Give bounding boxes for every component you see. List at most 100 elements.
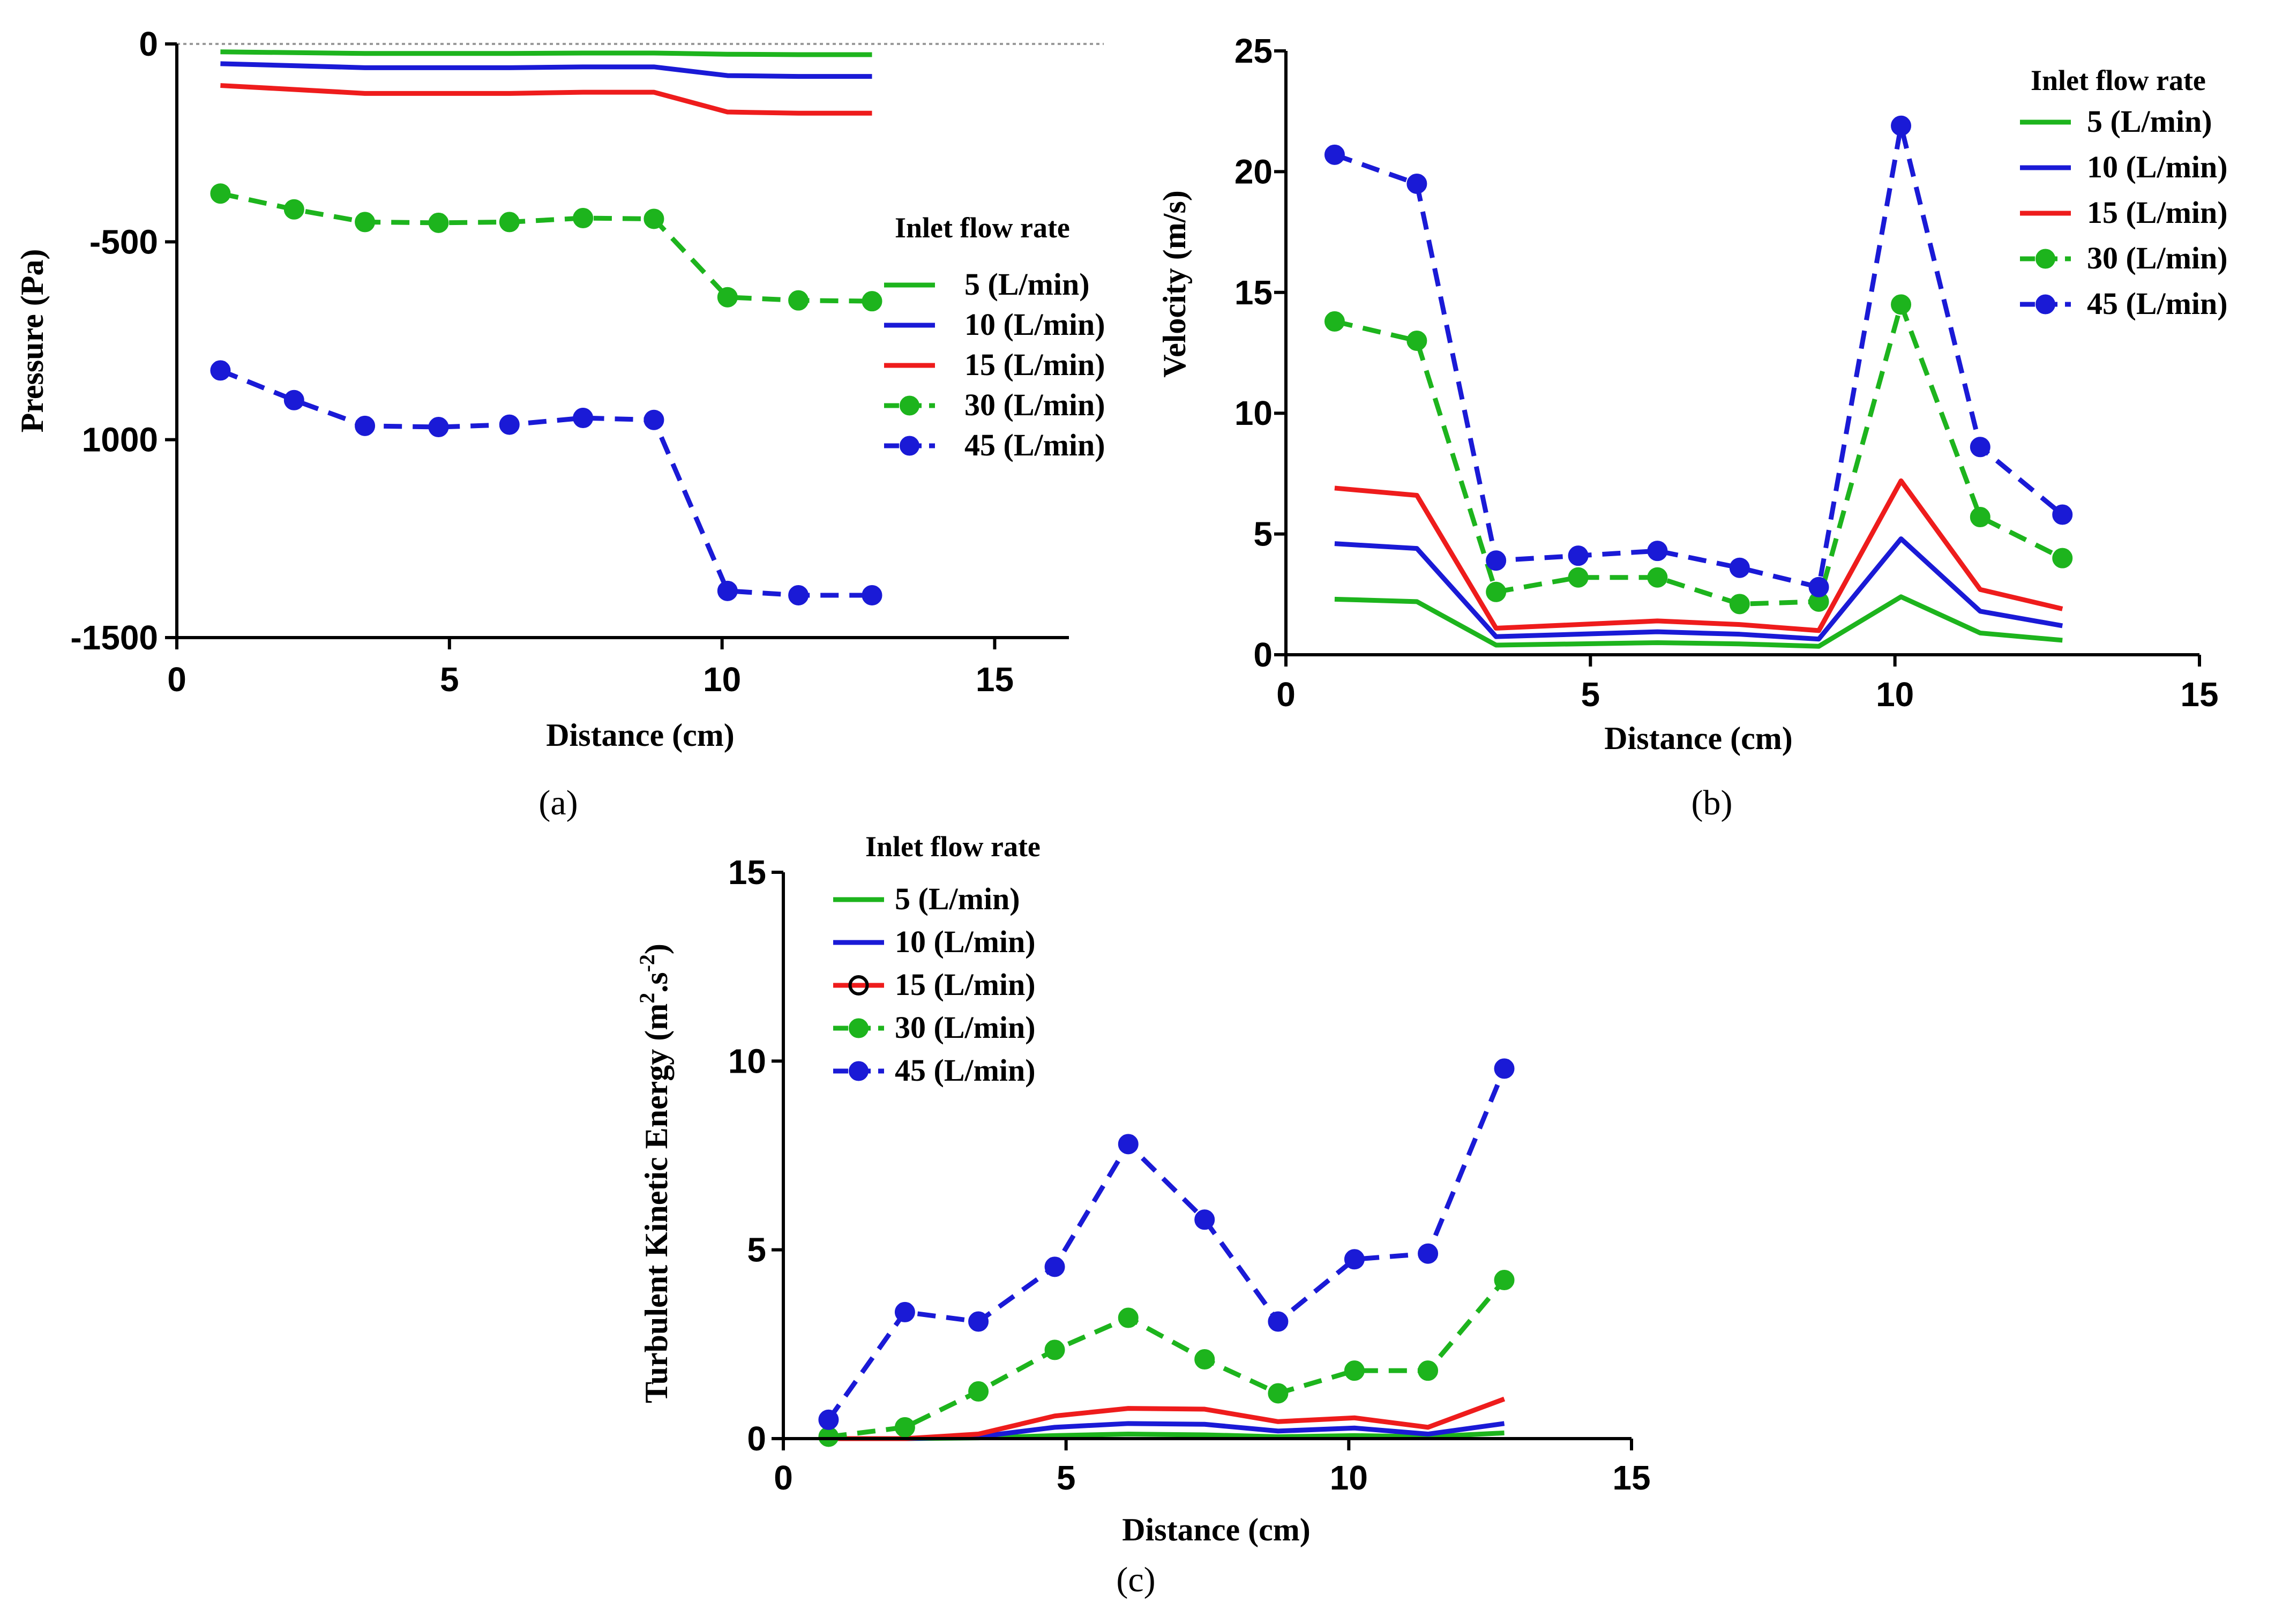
y-tick-label: 10 — [1234, 394, 1273, 432]
data-point-30 — [643, 208, 664, 229]
y-axis-title: Turbulent Kinetic Energy (m2.s-2) — [635, 944, 674, 1403]
series-group — [1324, 115, 2073, 649]
series-group — [210, 49, 882, 605]
legend-title: Inlet flow rate — [2031, 64, 2206, 96]
y-tick-label: 25 — [1234, 32, 1273, 70]
tick-group: 0 5 10 15 0 5 10 15 — [728, 853, 1651, 1497]
data-point-30 — [2052, 548, 2073, 568]
data-point-30 — [1344, 1360, 1365, 1381]
y-tick-label: 15 — [1234, 273, 1273, 312]
data-point-45 — [717, 580, 738, 601]
y-tick-label: 0 — [1253, 635, 1273, 674]
series-line-5 — [220, 49, 872, 57]
x-tick-label: 0 — [1276, 675, 1296, 714]
data-point-45 — [1647, 541, 1668, 562]
data-point-45 — [1324, 144, 1345, 165]
x-tick-label: 10 — [703, 660, 741, 699]
x-tick-label: 5 — [1581, 675, 1600, 714]
data-point-45 — [355, 415, 376, 436]
legend: Inlet flow rate 5 (L/min) 10 (L/min) 15 (L… — [2020, 64, 2228, 321]
data-point-45 — [1729, 557, 1750, 578]
y-tick-label: 1000 — [82, 421, 158, 459]
series-line-15 — [1334, 478, 2063, 633]
legend-label-5: 5 (L/min) — [2087, 104, 2212, 139]
y-axis-title-sup: 2 — [635, 993, 659, 1004]
data-point-30 — [428, 212, 449, 233]
x-tick-label: 15 — [976, 660, 1014, 699]
x-axis-title: Distance (cm) — [1122, 1512, 1311, 1547]
data-point-30 — [1568, 567, 1589, 588]
series-line-45 — [1334, 123, 2064, 590]
panel-caption: (a) — [538, 783, 578, 822]
data-point-45 — [1406, 173, 1427, 194]
data-point-30 — [788, 290, 809, 311]
y-axis-title-main: Turbulent Kinetic Energy (m — [639, 1004, 674, 1403]
legend-label-5: 5 (L/min) — [964, 267, 1090, 302]
series-line-45 — [219, 368, 872, 598]
y-tick-label: 15 — [728, 853, 766, 892]
data-point-30 — [717, 287, 738, 308]
tick-group: 0 5 10 15 0 5 10 15 20 25 — [1234, 32, 2219, 714]
legend-label-30: 30 (L/min) — [964, 387, 1105, 422]
data-point-30 — [573, 208, 594, 229]
series-line-5 — [1334, 594, 2063, 649]
series-group — [818, 1058, 1515, 1447]
legend-marker-45 — [900, 436, 919, 456]
series-line-10 — [1334, 536, 2063, 642]
legend: Inlet flow rate 5 (L/min) 10 (L/min) 15 (L… — [833, 830, 1041, 1088]
data-point-45 — [1494, 1058, 1515, 1079]
data-point-30 — [1970, 507, 1990, 528]
data-point-45 — [1808, 577, 1829, 597]
data-point-45 — [788, 585, 809, 605]
x-tick-label: 15 — [2180, 675, 2218, 714]
legend-marker-45 — [2035, 294, 2055, 315]
legend-label-10: 10 (L/min) — [2087, 149, 2228, 184]
series-line-30 — [1334, 302, 2064, 607]
tick-group: 0 5 10 15 0 -500 1000 -1500 — [70, 25, 1014, 699]
y-tick-label: 0 — [139, 25, 158, 63]
x-tick-label: 10 — [1876, 675, 1914, 714]
series-line-30 — [828, 1278, 1506, 1439]
panel-caption: (c) — [1116, 1560, 1155, 1599]
series-line-15 — [828, 1396, 1506, 1441]
data-point-30 — [1729, 594, 1750, 615]
legend-label-15: 15 (L/min) — [895, 967, 1036, 1002]
data-point-45 — [1344, 1249, 1365, 1270]
y-tick-label: -1500 — [70, 618, 158, 657]
legend-title: Inlet flow rate — [865, 830, 1041, 863]
data-point-45 — [1044, 1256, 1065, 1277]
y-tick-label: -500 — [89, 222, 158, 261]
y-tick-label: 5 — [1253, 515, 1273, 553]
data-point-30 — [1268, 1383, 1289, 1404]
x-tick-label: 0 — [167, 660, 186, 699]
data-point-45 — [499, 414, 520, 435]
data-point-30 — [968, 1381, 989, 1402]
legend-label-45: 45 (L/min) — [2087, 286, 2228, 321]
legend-marker-30 — [900, 395, 919, 416]
legend-marker-45 — [849, 1061, 869, 1081]
chart-panel-b: 0 5 10 15 0 5 10 15 20 25 Distance (cm) Velocity … — [1157, 32, 2228, 822]
data-point-30 — [894, 1417, 915, 1438]
data-point-30 — [1044, 1339, 1065, 1360]
legend-title: Inlet flow rate — [895, 212, 1070, 244]
data-point-45 — [2052, 504, 2073, 525]
data-point-45 — [573, 408, 594, 429]
data-point-45 — [818, 1409, 839, 1430]
data-point-30 — [1647, 567, 1668, 588]
x-tick-label: 5 — [440, 660, 459, 699]
data-point-45 — [428, 417, 449, 438]
data-point-30 — [1418, 1360, 1439, 1381]
x-tick-label: 0 — [774, 1458, 793, 1497]
data-point-30 — [1118, 1307, 1139, 1328]
y-tick-label: 5 — [747, 1231, 766, 1269]
y-axis-title-sup: -2 — [635, 954, 659, 972]
y-tick-label: 20 — [1234, 152, 1273, 191]
chart-panel-a: 0 5 10 15 0 -500 1000 -1500 Distance (cm) Press… — [14, 25, 1105, 822]
data-point-30 — [210, 183, 231, 204]
x-tick-label: 15 — [1612, 1458, 1650, 1497]
data-point-45 — [1568, 545, 1589, 566]
legend-label-5: 5 (L/min) — [895, 881, 1020, 916]
chart-panel-c: 0 5 10 15 0 5 10 15 Distance (cm) Turbulent Kin… — [635, 830, 1651, 1599]
legend-label-10: 10 (L/min) — [964, 307, 1105, 342]
data-point-30 — [818, 1426, 839, 1447]
